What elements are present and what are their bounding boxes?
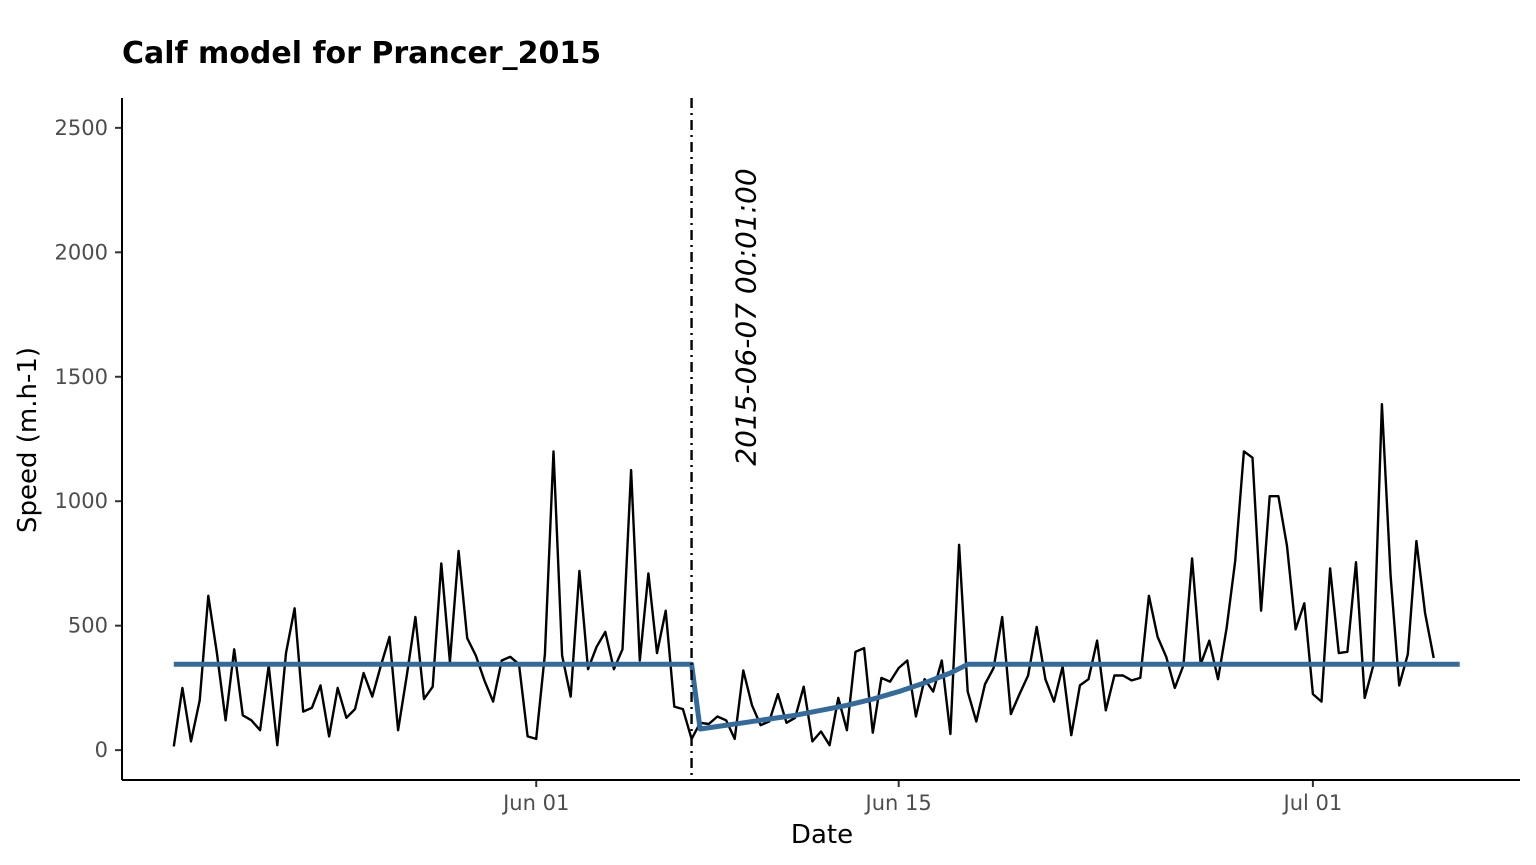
y-tick-label: 1500: [55, 365, 108, 389]
y-tick-label: 2500: [55, 116, 108, 140]
calving-date-label: 2015-06-07 00:01:00: [730, 168, 763, 465]
y-axis-ticks: 0 500 1000 1500 2000 2500: [55, 116, 122, 762]
model-fit-line: [173, 661, 1460, 732]
observed-speed-line: [172, 403, 1435, 747]
x-axis-title: Date: [791, 820, 853, 850]
x-axis-ticks: Jun 01 Jun 15 Jul 01: [501, 780, 1342, 815]
y-axis-title: Speed (m.h-1): [13, 347, 43, 533]
y-tick-label: 0: [95, 738, 108, 762]
x-tick-label: Jun 15: [864, 791, 932, 815]
y-tick-label: 2000: [55, 240, 108, 264]
y-tick-label: 1000: [55, 489, 108, 513]
x-tick-label: Jul 01: [1282, 791, 1343, 815]
y-tick-label: 500: [68, 614, 108, 638]
chart-title: Calf model for Prancer_2015: [122, 36, 601, 71]
x-tick-label: Jun 01: [501, 791, 569, 815]
